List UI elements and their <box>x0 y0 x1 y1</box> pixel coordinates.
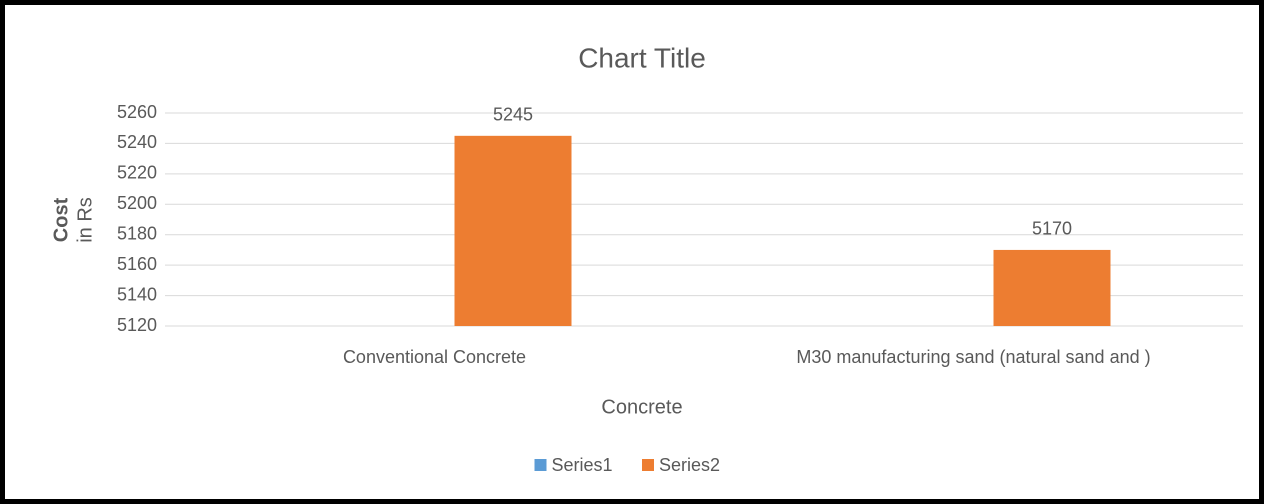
y-tick-label: 5240 <box>117 132 157 152</box>
bar <box>993 249 1111 326</box>
x-tick-label: Conventional Concrete <box>343 347 526 367</box>
y-axis-title: Cost <box>50 197 72 242</box>
y-tick-label: 5140 <box>117 284 157 304</box>
y-tick-label: 5120 <box>117 315 157 335</box>
legend-swatch <box>534 459 547 471</box>
y-tick-label: 5260 <box>117 102 157 122</box>
x-tick-label: M30 manufacturing sand (natural sand and… <box>796 347 1150 367</box>
y-axis-unit: in Rs <box>74 197 96 243</box>
data-label: 5170 <box>1032 219 1072 239</box>
y-tick-label: 5180 <box>117 223 157 243</box>
data-label: 5245 <box>493 105 533 125</box>
legend-swatch <box>642 459 654 471</box>
legend-label: Series1 <box>552 455 613 475</box>
y-tick-label: 5160 <box>117 254 157 274</box>
y-tick-label: 5200 <box>117 193 157 213</box>
y-axis-title-group: Cost in Rs <box>50 197 96 243</box>
legend-label: Series2 <box>659 455 720 475</box>
x-axis-title: Concrete <box>601 396 682 418</box>
chart-title: Chart Title <box>578 42 706 73</box>
bar <box>454 135 572 326</box>
y-tick-label: 5220 <box>117 163 157 183</box>
